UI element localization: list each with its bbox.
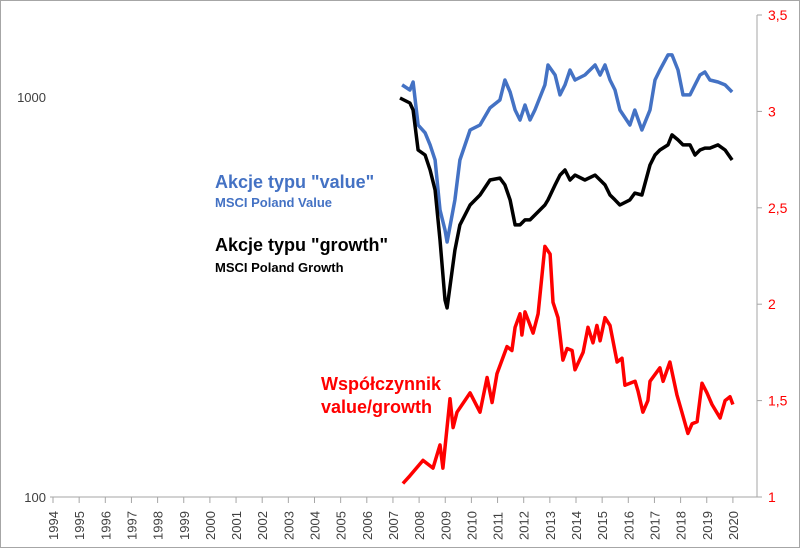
right-axis-tick-label: 3,5 bbox=[768, 7, 788, 23]
x-tick-label: 2020 bbox=[726, 511, 741, 540]
legend-growth-subtitle: MSCI Poland Growth bbox=[215, 260, 344, 275]
x-tick-label: 1997 bbox=[124, 511, 139, 540]
x-tick-label: 2003 bbox=[281, 511, 296, 540]
series-line-value bbox=[401, 53, 734, 244]
x-tick-label: 2017 bbox=[647, 511, 662, 540]
x-tick-label: 2015 bbox=[595, 511, 610, 540]
x-tick-label: 1998 bbox=[151, 511, 166, 540]
x-tick-label: 1999 bbox=[177, 511, 192, 540]
x-tick-label: 2018 bbox=[674, 511, 689, 540]
right-axis-tick-label: 2 bbox=[768, 296, 776, 312]
x-tick-label: 2006 bbox=[360, 511, 375, 540]
x-tick-label: 2004 bbox=[308, 511, 323, 540]
series-line-growth bbox=[399, 96, 734, 310]
x-tick-label: 2007 bbox=[386, 511, 401, 540]
right-axis-tick-label: 1,5 bbox=[768, 393, 788, 409]
x-tick-label: 2019 bbox=[700, 511, 715, 540]
x-tick-label: 2005 bbox=[334, 511, 349, 540]
x-tick-label: 2002 bbox=[255, 511, 270, 540]
legend-value-subtitle: MSCI Poland Value bbox=[215, 195, 333, 210]
series-lines bbox=[399, 53, 735, 485]
x-tick-label: 2012 bbox=[517, 511, 532, 540]
x-tick-label: 1996 bbox=[98, 511, 113, 540]
x-tick-label: 2000 bbox=[203, 511, 218, 540]
x-tick-label: 2008 bbox=[412, 511, 427, 540]
left-axis-tick-label: 100 bbox=[24, 490, 46, 505]
x-tick-label: 2016 bbox=[621, 511, 636, 540]
x-tick-label: 1995 bbox=[72, 511, 87, 540]
legend-ratio-title: Współczynnik bbox=[321, 374, 442, 394]
left-axis-tick-label: 1000 bbox=[17, 90, 46, 105]
x-tick-label: 2001 bbox=[229, 511, 244, 540]
legend-ratio-subtitle: value/growth bbox=[321, 397, 433, 417]
legend-value-title: Akcje typu "value" bbox=[215, 172, 375, 192]
x-tick-label: 2011 bbox=[491, 512, 506, 540]
x-tick-label: 2010 bbox=[464, 511, 479, 540]
x-tick-label: 2014 bbox=[569, 511, 584, 540]
right-axis-tick-label: 3 bbox=[768, 103, 776, 119]
axes: 1994 1995 1996 1997 1998 1999 2000 2001 2002 2003… bbox=[17, 7, 788, 540]
x-tick-label: 2009 bbox=[438, 511, 453, 540]
series-line-ratio bbox=[401, 244, 735, 485]
x-tick-label: 2013 bbox=[543, 511, 558, 540]
legend-growth-title: Akcje typu "growth" bbox=[215, 235, 389, 255]
x-tick-label: 1994 bbox=[46, 511, 61, 540]
right-axis-tick-label: 2,5 bbox=[768, 200, 788, 216]
right-axis-tick-label: 1 bbox=[768, 489, 776, 505]
